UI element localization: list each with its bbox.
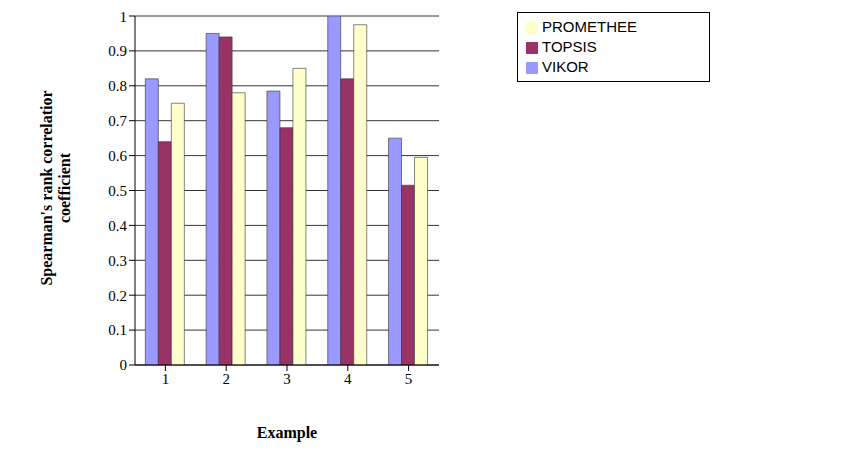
svg-text:0.4: 0.4 — [108, 218, 127, 234]
svg-text:3: 3 — [283, 371, 291, 387]
svg-text:0: 0 — [120, 357, 128, 373]
svg-text:4: 4 — [344, 371, 352, 387]
svg-text:Example: Example — [257, 424, 317, 442]
svg-text:0.7: 0.7 — [108, 113, 127, 129]
svg-text:0.2: 0.2 — [108, 288, 127, 304]
html-text:VIKOR: VIKOR — [542, 58, 589, 75]
svg-text:0.9: 0.9 — [108, 43, 127, 59]
svg-text:2: 2 — [222, 371, 230, 387]
svg-text:1: 1 — [120, 9, 128, 25]
svg-text:0.1: 0.1 — [108, 322, 127, 338]
svg-text:0.8: 0.8 — [108, 78, 127, 94]
svg-text:5: 5 — [405, 371, 413, 387]
svg-text:1: 1 — [162, 371, 170, 387]
svg-text:Spearman's rank correlatior: Spearman's rank correlatior — [38, 90, 56, 285]
html-text:TOPSIS: TOPSIS — [542, 38, 597, 55]
svg-text:0.3: 0.3 — [108, 253, 127, 269]
svg-text:0.5: 0.5 — [108, 183, 127, 199]
svg-text:coefficient: coefficient — [56, 152, 73, 223]
html-text:PROMETHEE: PROMETHEE — [542, 18, 637, 35]
svg-text:0.6: 0.6 — [108, 148, 127, 164]
